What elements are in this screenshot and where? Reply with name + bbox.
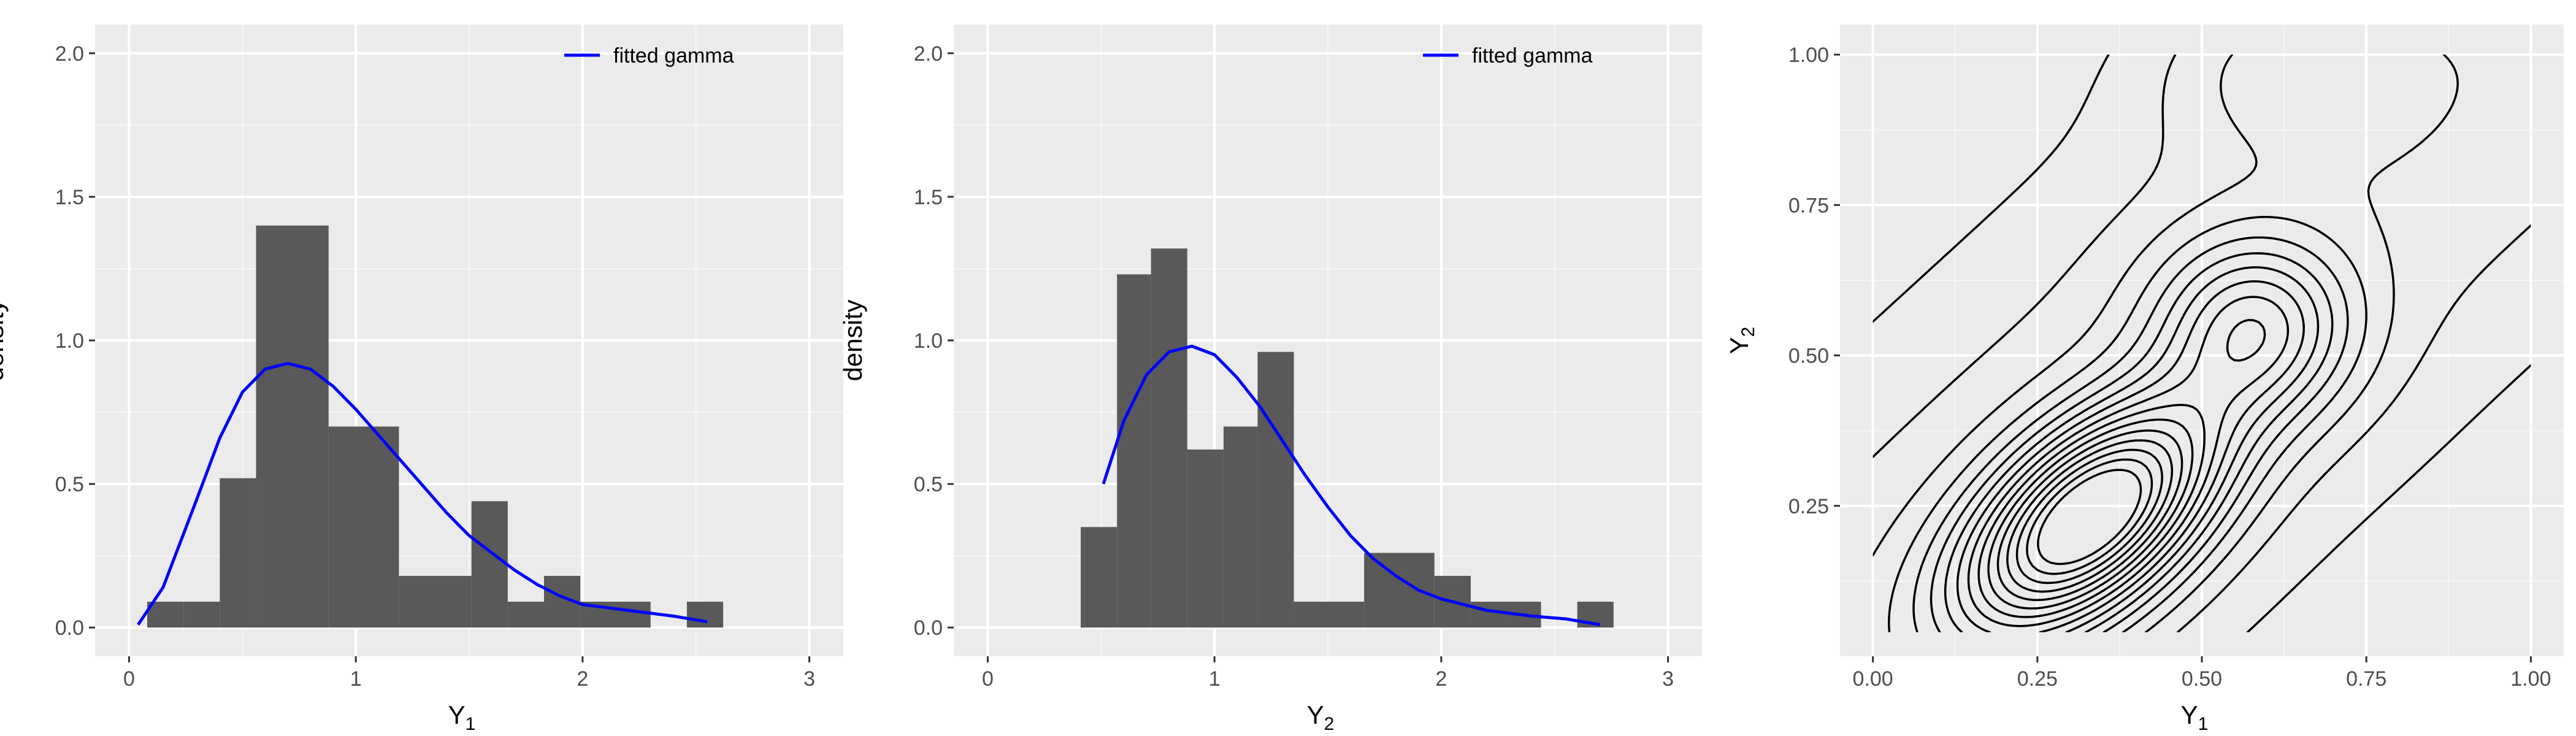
histogram-bar-2	[1117, 274, 1151, 628]
x-tick-label: 1	[1209, 667, 1221, 691]
x-tick-label: 3	[1662, 667, 1674, 691]
histogram-bar-6	[1257, 351, 1294, 628]
histogram-bar-8	[507, 602, 544, 628]
x-axis-title: Y1	[2181, 700, 2209, 734]
histogram-bar-4	[256, 225, 329, 628]
histogram-bar-7	[471, 501, 508, 628]
histogram-bar-1	[1081, 527, 1117, 628]
x-axis-title-base: Y	[2181, 700, 2198, 729]
y-axis-title: density	[838, 299, 867, 381]
contour-level-5	[1912, 236, 2349, 632]
y-tick-label: 0.50	[1788, 345, 1829, 368]
contour-level-3	[1873, 55, 2459, 632]
y-tick-label: 2.0	[914, 42, 943, 66]
x-axis-title-subscript: 1	[2198, 714, 2209, 734]
y-tick-label: 0.0	[914, 616, 943, 640]
x-tick-label: 0.00	[1853, 667, 1893, 691]
y-tick-label: 1.00	[1788, 44, 1829, 67]
x-axis-title-base: Y	[1307, 700, 1324, 729]
contour-level-2	[1873, 55, 2531, 632]
y-axis-title-base: Y	[1725, 337, 1754, 354]
histogram-bar-2	[183, 602, 220, 628]
x-axis-title: Y1	[448, 700, 476, 734]
x-tick-label: 0	[123, 667, 135, 691]
contour-level-8	[1956, 280, 2305, 632]
y-axis-title-subscript: 2	[1738, 327, 1758, 337]
x-tick-label: 0	[982, 667, 994, 691]
histogram-bar-4	[1187, 449, 1224, 628]
y-tick-label: 0.0	[55, 616, 84, 640]
contour-level-9	[1967, 296, 2290, 627]
histogram-bar-5	[1223, 426, 1258, 628]
x-tick-label: 1	[350, 667, 362, 691]
y-tick-label: 2.0	[55, 42, 84, 66]
x-tick-label: 0.50	[2182, 667, 2222, 691]
x-tick-label: 1.00	[2510, 667, 2551, 691]
y-tick-label: 0.25	[1788, 495, 1829, 518]
x-tick-label: 2	[1435, 667, 1447, 691]
histogram-bar-11	[686, 602, 724, 628]
y-axis-title: density	[0, 299, 9, 381]
fitted-gamma-curve	[1102, 344, 1601, 626]
contour-level-4	[1887, 216, 2367, 632]
contour-level-11	[1987, 418, 2194, 610]
y-tick-label: 0.5	[914, 473, 943, 496]
histogram-bar-7	[1294, 602, 1365, 628]
contour-level-13	[2006, 439, 2174, 593]
y-tick-label: 1.5	[914, 186, 943, 209]
histogram-bar-6	[399, 575, 472, 628]
y-axis-title: Y2	[1725, 327, 1758, 355]
y-tick-label: 0.75	[1788, 194, 1829, 217]
x-axis-title: Y2	[1307, 700, 1335, 734]
y-tick-label: 0.5	[55, 473, 84, 496]
legend-label: fitted gamma	[1472, 44, 1593, 67]
legend-label: fitted gamma	[613, 44, 734, 67]
x-tick-label: 0.25	[2017, 667, 2058, 691]
contour-level-1	[1873, 55, 2531, 632]
x-axis-title-subscript: 2	[1324, 714, 1335, 734]
contour-level-7	[1944, 266, 2320, 632]
histogram-bars	[1081, 248, 1614, 628]
contour-level-12	[1996, 429, 2183, 602]
contour-level-10	[1977, 318, 2266, 618]
histogram-bars	[147, 225, 724, 628]
x-axis-title-base: Y	[448, 700, 466, 729]
histogram-bar-5	[328, 426, 399, 628]
x-tick-label: 2	[577, 667, 588, 691]
histogram-bar-3	[1151, 248, 1187, 628]
fitted-gamma-curve	[137, 362, 708, 626]
x-tick-label: 0.75	[2346, 667, 2386, 691]
contour-level-15	[2026, 458, 2153, 575]
y-tick-label: 1.5	[55, 186, 84, 209]
x-axis-title-subscript: 1	[466, 714, 476, 734]
contour-level-14	[2015, 448, 2163, 585]
contour-level-16	[2037, 469, 2142, 565]
y-tick-label: 1.0	[914, 329, 943, 353]
histogram-bar-8	[1364, 553, 1435, 628]
histogram-bar-3	[220, 478, 256, 628]
contour-level-6	[1930, 252, 2334, 632]
y-tick-label: 1.0	[55, 329, 84, 353]
x-tick-label: 3	[803, 667, 815, 691]
contour-lines	[1873, 55, 2531, 632]
histogram-bar-1	[147, 602, 184, 628]
